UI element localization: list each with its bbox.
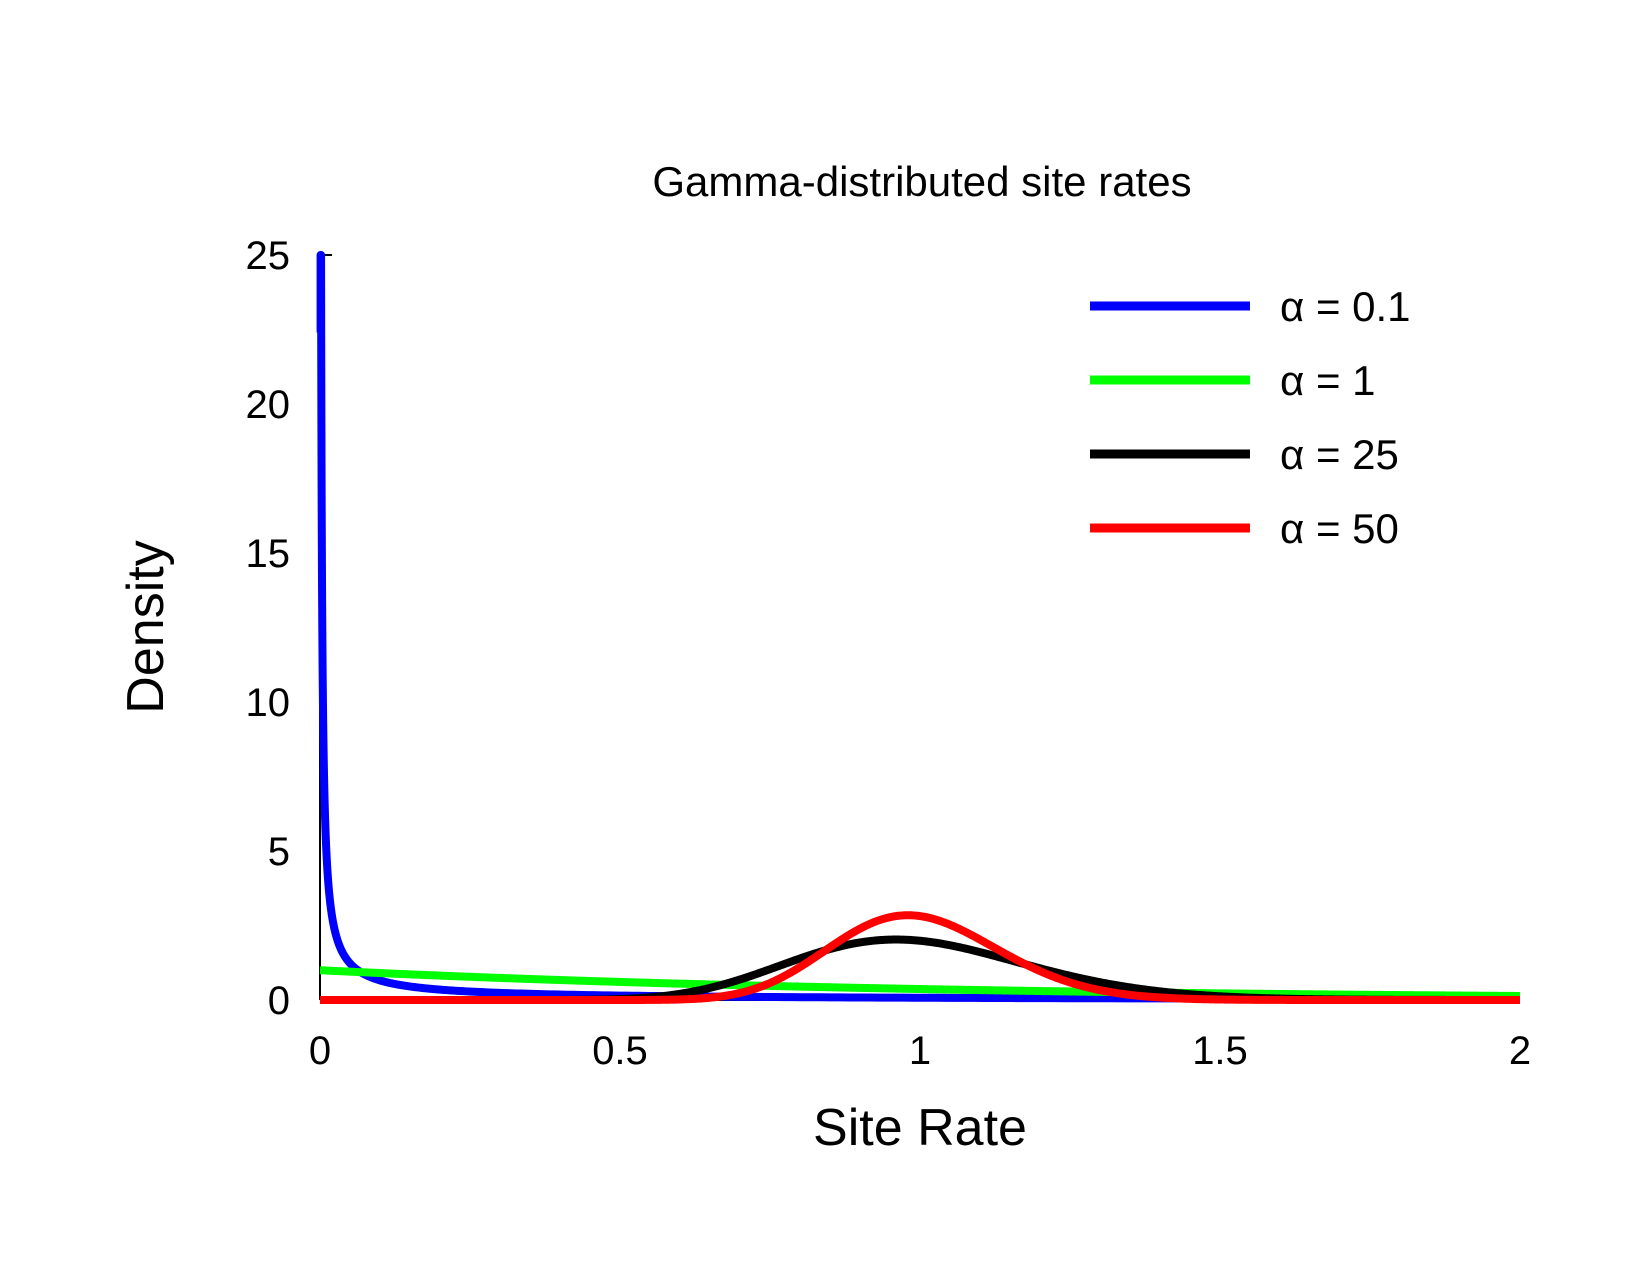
y-axis-label: Density <box>117 540 175 713</box>
x-tick-label: 0 <box>309 1029 331 1073</box>
legend-label: α = 25 <box>1280 431 1399 478</box>
legend: α = 0.1 α = 1 α = 25 α = 50 <box>1090 283 1411 552</box>
x-axis-label: Site Rate <box>813 1099 1027 1157</box>
x-tick-label: 0.5 <box>592 1029 648 1073</box>
legend-label: α = 0.1 <box>1280 283 1411 330</box>
legend-label: α = 50 <box>1280 505 1399 552</box>
x-tick-label: 1.5 <box>1192 1029 1248 1073</box>
series-lines <box>316 251 1523 1004</box>
legend-label: α = 1 <box>1280 357 1376 404</box>
x-tick-labels: 0 0.5 1 1.5 2 <box>309 1029 1531 1073</box>
y-tick-label: 15 <box>246 532 291 576</box>
y-tick-label: 0 <box>268 979 290 1023</box>
x-tick-label: 2 <box>1509 1029 1531 1073</box>
y-tick-label: 5 <box>268 830 290 874</box>
x-tick-label: 1 <box>909 1029 931 1073</box>
y-tick-label: 20 <box>246 383 291 427</box>
series-line-1 <box>317 966 1523 1000</box>
series-line-3 <box>317 911 1523 1004</box>
y-tick-labels: 0 5 10 15 20 25 <box>246 234 291 1023</box>
y-tick-label: 25 <box>246 234 291 278</box>
chart-title: Gamma-distributed site rates <box>652 158 1191 205</box>
y-tick-label: 10 <box>246 681 291 725</box>
